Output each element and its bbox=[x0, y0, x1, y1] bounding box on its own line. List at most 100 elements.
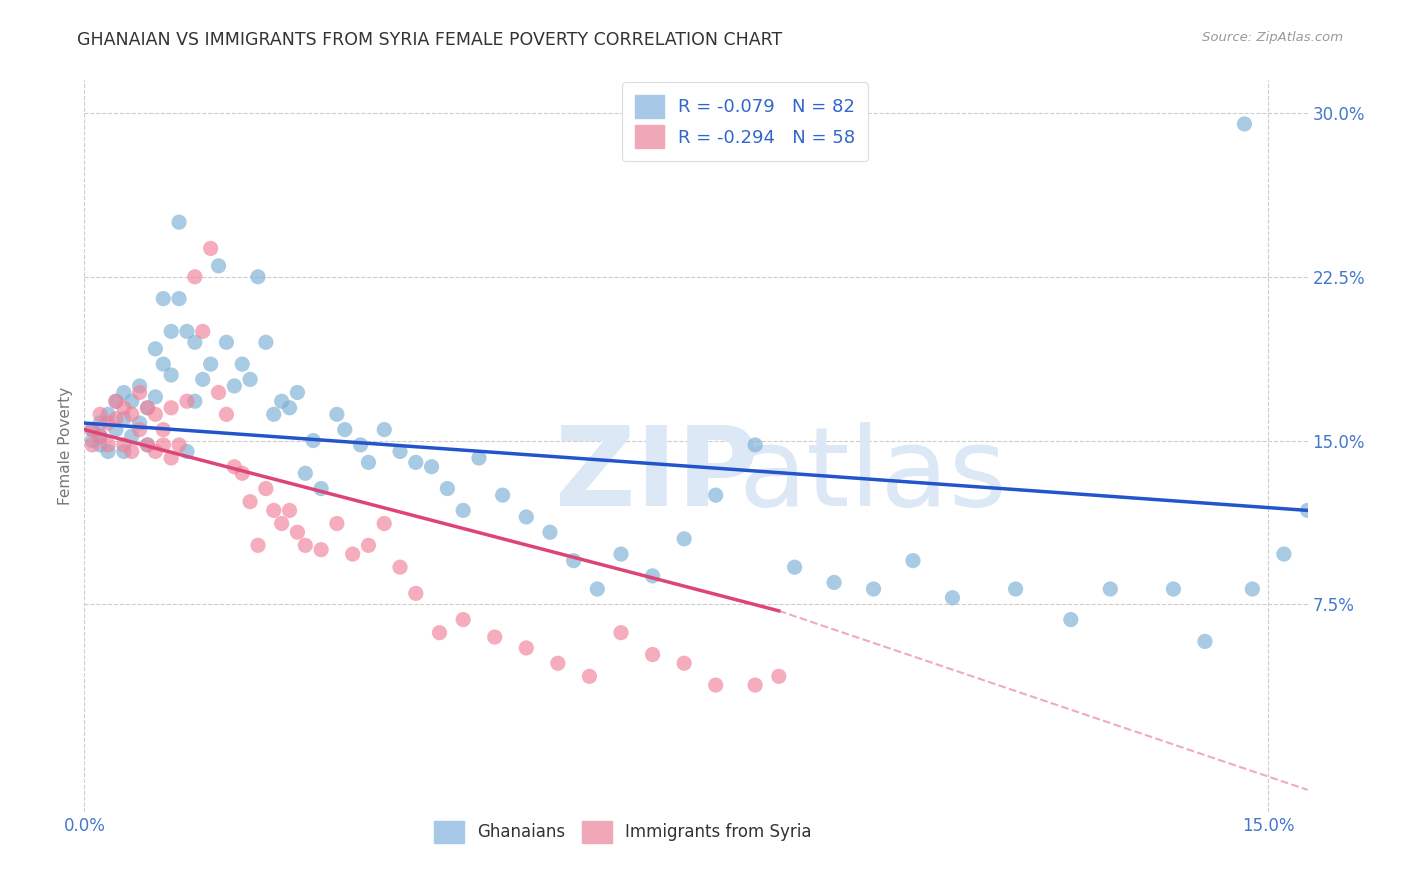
Point bbox=[112, 411, 135, 425]
Point bbox=[128, 423, 150, 437]
Point bbox=[373, 516, 395, 531]
Point bbox=[309, 542, 332, 557]
Point bbox=[389, 444, 412, 458]
Point bbox=[246, 269, 269, 284]
Point bbox=[82, 423, 104, 437]
Point bbox=[538, 525, 561, 540]
Point bbox=[302, 434, 325, 448]
Point bbox=[263, 503, 285, 517]
Point bbox=[586, 582, 609, 596]
Point bbox=[901, 554, 924, 568]
Point bbox=[104, 423, 127, 437]
Legend: Ghanaians, Immigrants from Syria: Ghanaians, Immigrants from Syria bbox=[425, 813, 820, 851]
Point bbox=[128, 379, 150, 393]
Point bbox=[82, 438, 104, 452]
Point bbox=[287, 525, 309, 540]
Point bbox=[239, 372, 262, 386]
Point bbox=[239, 494, 262, 508]
Point bbox=[167, 438, 190, 452]
Point bbox=[167, 215, 190, 229]
Point bbox=[673, 657, 696, 671]
Point bbox=[231, 467, 253, 481]
Point bbox=[270, 394, 292, 409]
Point bbox=[278, 503, 301, 517]
Point bbox=[349, 438, 371, 452]
Point bbox=[294, 467, 316, 481]
Point bbox=[207, 385, 229, 400]
Point bbox=[862, 582, 884, 596]
Point bbox=[200, 241, 222, 255]
Point bbox=[515, 510, 537, 524]
Point bbox=[1241, 582, 1264, 596]
Point bbox=[373, 423, 395, 437]
Point bbox=[704, 678, 727, 692]
Point bbox=[610, 547, 633, 561]
Point bbox=[641, 648, 664, 662]
Point bbox=[167, 292, 190, 306]
Point bbox=[1099, 582, 1122, 596]
Point bbox=[191, 324, 214, 338]
Point bbox=[89, 438, 111, 452]
Point bbox=[641, 569, 664, 583]
Point bbox=[97, 416, 120, 430]
Point bbox=[145, 444, 167, 458]
Point bbox=[1004, 582, 1026, 596]
Point bbox=[673, 532, 696, 546]
Point bbox=[145, 342, 167, 356]
Point bbox=[82, 423, 104, 437]
Point bbox=[97, 438, 120, 452]
Point bbox=[326, 408, 349, 422]
Point bbox=[104, 394, 127, 409]
Text: atlas: atlas bbox=[738, 422, 1007, 529]
Point bbox=[610, 625, 633, 640]
Point bbox=[287, 385, 309, 400]
Point bbox=[176, 394, 198, 409]
Point bbox=[420, 459, 443, 474]
Point bbox=[783, 111, 806, 125]
Point bbox=[207, 259, 229, 273]
Point bbox=[278, 401, 301, 415]
Point bbox=[704, 488, 727, 502]
Point bbox=[294, 538, 316, 552]
Point bbox=[112, 438, 135, 452]
Point bbox=[224, 459, 246, 474]
Point bbox=[405, 586, 427, 600]
Y-axis label: Female Poverty: Female Poverty bbox=[58, 387, 73, 505]
Point bbox=[89, 429, 111, 443]
Text: GHANAIAN VS IMMIGRANTS FROM SYRIA FEMALE POVERTY CORRELATION CHART: GHANAIAN VS IMMIGRANTS FROM SYRIA FEMALE… bbox=[77, 31, 783, 49]
Point bbox=[823, 575, 845, 590]
Point bbox=[136, 438, 159, 452]
Point bbox=[112, 444, 135, 458]
Point bbox=[1233, 117, 1256, 131]
Point bbox=[89, 429, 111, 443]
Point bbox=[578, 669, 600, 683]
Point bbox=[231, 357, 253, 371]
Point bbox=[121, 429, 143, 443]
Point bbox=[152, 357, 174, 371]
Point bbox=[1296, 503, 1319, 517]
Point bbox=[104, 411, 127, 425]
Point bbox=[136, 401, 159, 415]
Point bbox=[184, 335, 207, 350]
Point bbox=[152, 438, 174, 452]
Point bbox=[97, 444, 120, 458]
Point bbox=[333, 423, 356, 437]
Point bbox=[152, 292, 174, 306]
Point bbox=[184, 269, 207, 284]
Point bbox=[184, 394, 207, 409]
Point bbox=[200, 357, 222, 371]
Point bbox=[246, 538, 269, 552]
Point bbox=[112, 401, 135, 415]
Point bbox=[254, 482, 277, 496]
Point bbox=[744, 438, 766, 452]
Point bbox=[191, 372, 214, 386]
Point bbox=[145, 390, 167, 404]
Point bbox=[128, 416, 150, 430]
Point bbox=[97, 408, 120, 422]
Point bbox=[160, 368, 183, 382]
Point bbox=[82, 434, 104, 448]
Point bbox=[451, 613, 474, 627]
Point bbox=[1272, 547, 1295, 561]
Point bbox=[389, 560, 412, 574]
Point bbox=[160, 324, 183, 338]
